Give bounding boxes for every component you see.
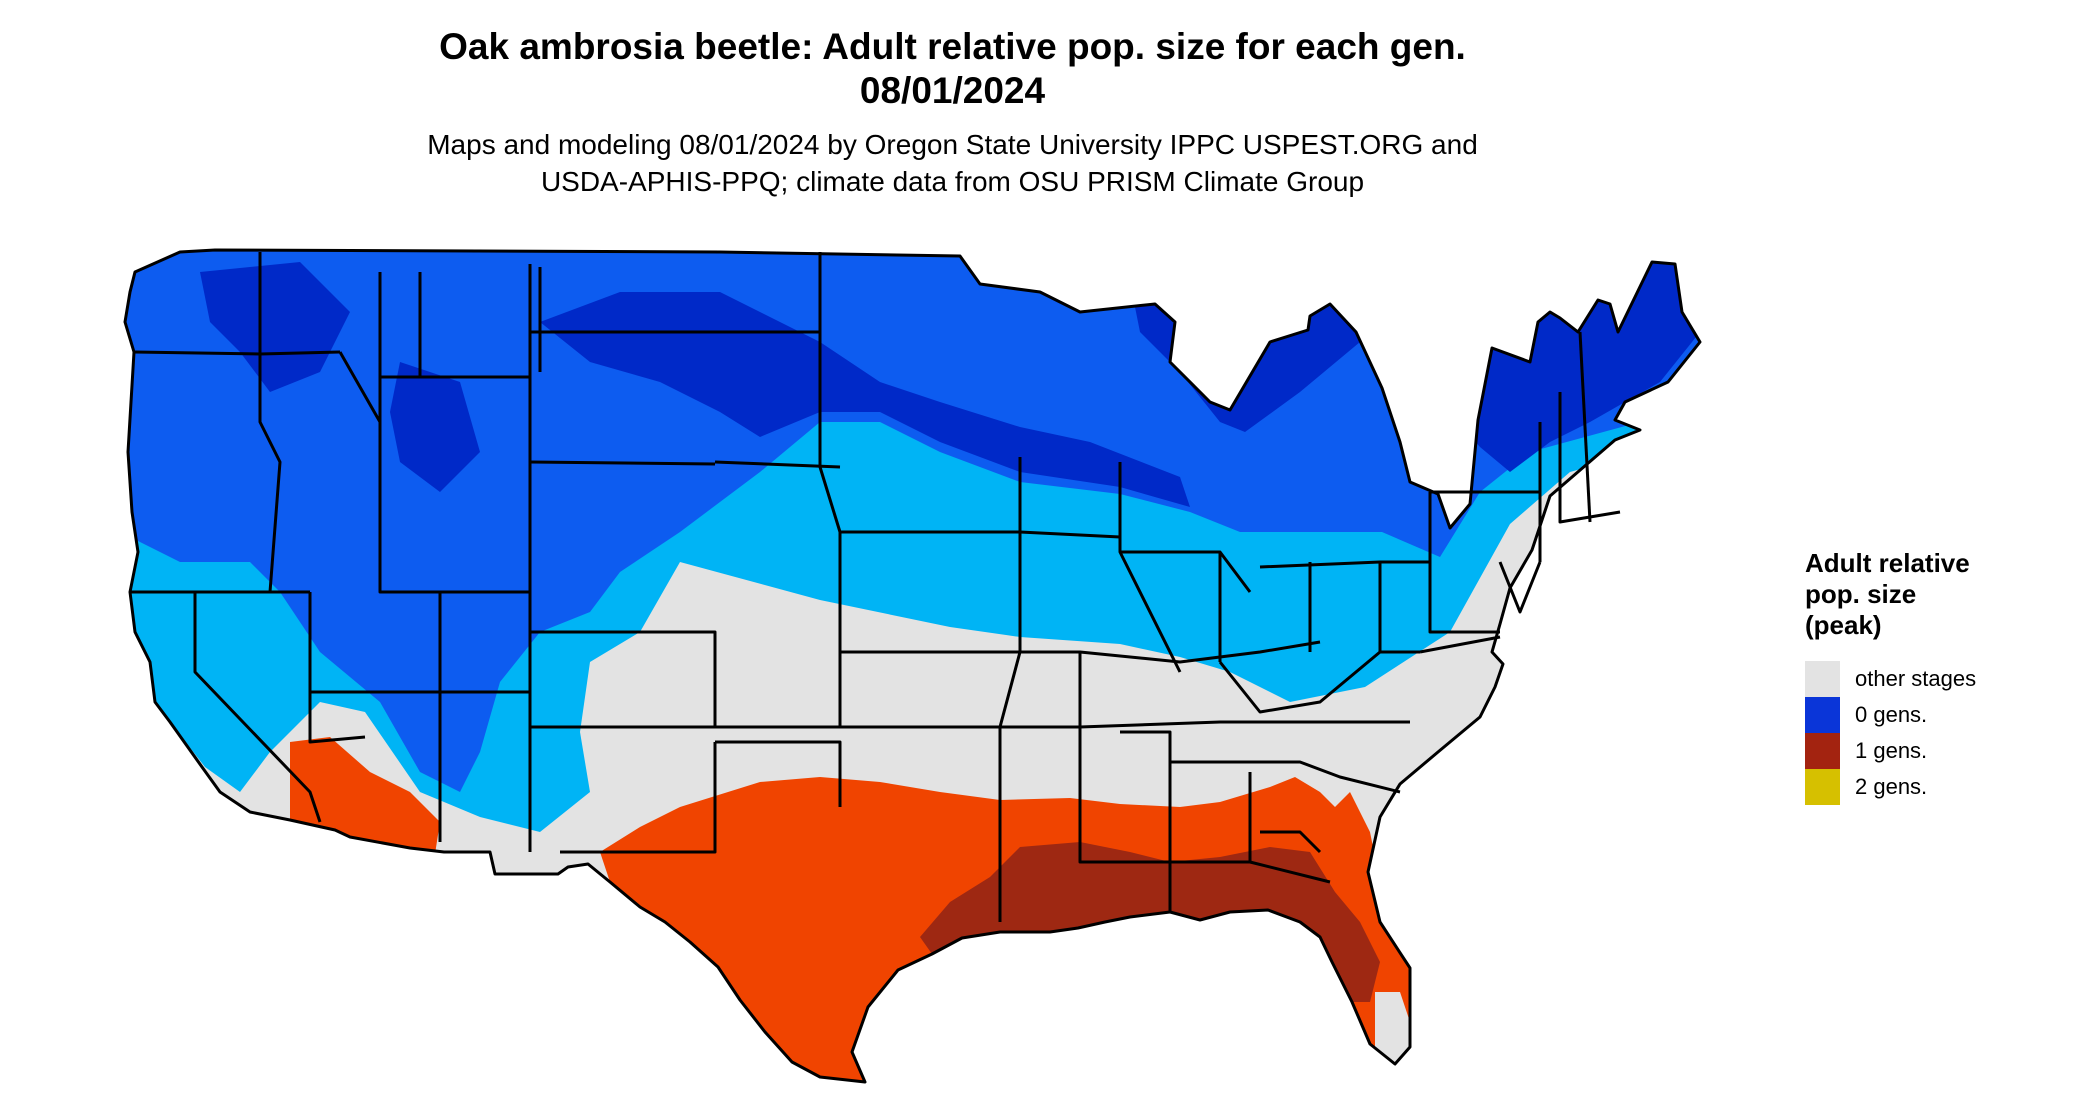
legend-title: Adult relative pop. size (peak) xyxy=(1805,548,2095,641)
one-gen-southwest-zone xyxy=(290,737,440,854)
map-credit-line-2: USDA-APHIS-PPQ; climate data from OSU PR… xyxy=(540,166,1365,197)
map-title: Oak ambrosia beetle: Adult relative pop.… xyxy=(439,26,1466,67)
map-credit-line-1: Maps and modeling 08/01/2024 by Oregon S… xyxy=(427,129,1478,160)
legend-item-other-stages: other stages xyxy=(1805,661,2095,697)
us-phenology-map xyxy=(123,248,1702,1084)
legend-item-1-gens: 1 gens. xyxy=(1805,733,2095,769)
legend-title-line-1: Adult relative xyxy=(1805,548,1970,578)
legend-swatch-other-stages xyxy=(1805,661,1840,697)
legend-label: 2 gens. xyxy=(1855,774,1928,799)
legend-title-line-2: pop. size xyxy=(1805,579,1917,609)
legend-item-0-gens: 0 gens. xyxy=(1805,697,2095,733)
legend-title-line-3: (peak) xyxy=(1805,610,1882,640)
state-borders xyxy=(123,248,1702,1084)
legend-label: 1 gens. xyxy=(1855,738,1928,763)
legend-item-2-gens: 2 gens. xyxy=(1805,769,2095,805)
map-legend: Adult relative pop. size (peak) other st… xyxy=(1805,548,2095,805)
legend-label: other stages xyxy=(1855,666,1977,691)
legend-swatch-1-gens xyxy=(1805,733,1840,769)
zero-gen-mid-zone xyxy=(125,250,1700,792)
map-date: 08/01/2024 xyxy=(859,70,1046,111)
legend-label: 0 gens. xyxy=(1855,702,1928,727)
legend-swatch-2-gens xyxy=(1805,769,1840,805)
florida-other-stages xyxy=(1375,992,1410,1064)
one-gen-dark-zone xyxy=(920,842,1380,1002)
legend-swatch-0-gens xyxy=(1805,697,1840,733)
